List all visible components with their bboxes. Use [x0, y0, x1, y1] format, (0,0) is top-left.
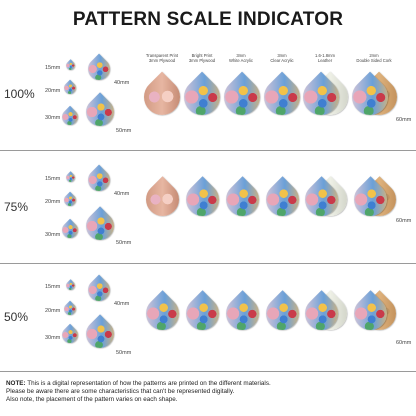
- pattern-drop-15mm: [64, 171, 77, 184]
- page-title: PATTERN SCALE INDICATOR: [72, 9, 344, 30]
- size-label-15: 15mm: [45, 65, 61, 71]
- size-label-50: 50mm: [116, 350, 132, 356]
- sample-bright-plywood: [176, 71, 228, 123]
- size-label-50: 50mm: [116, 128, 132, 134]
- size-label-40: 40mm: [114, 191, 130, 197]
- pattern-drop-15mm: [64, 279, 77, 292]
- note-line-3: Also note, the placement of the pattern …: [6, 396, 178, 403]
- size-label-30: 30mm: [45, 115, 61, 121]
- sample-transparent-plywood: [139, 290, 186, 337]
- column-header-cork: 2mm Double Sided Cork: [356, 53, 392, 63]
- sample-white-acrylic: [219, 176, 266, 223]
- pattern-drop-20mm: [61, 300, 79, 318]
- column-header-leather: 1.6-1.8mm Leather: [314, 53, 335, 63]
- sample-transparent-plywood: [136, 71, 188, 123]
- size-label-30: 30mm: [45, 232, 61, 238]
- size-label-20: 20mm: [45, 88, 61, 94]
- disclaimer-note: NOTE: This is a digital representation o…: [6, 380, 410, 404]
- size-label-15: 15mm: [45, 284, 61, 290]
- size-label-50: 50mm: [116, 240, 132, 246]
- sample-clear-acrylic: [259, 176, 306, 223]
- pattern-drop-20mm: [61, 79, 79, 97]
- pattern-drop-40mm: [83, 164, 115, 196]
- note-line-1: This is a digital representation of how …: [25, 380, 271, 387]
- size-label-20: 20mm: [45, 199, 61, 205]
- pattern-drop-50mm: [80, 314, 120, 354]
- column-header-bright-plywood: Bright Print 3mm Plywood: [188, 53, 216, 63]
- size-label-15: 15mm: [45, 176, 61, 182]
- divider-2: [0, 263, 416, 264]
- note-line-2: Please be aware there are some character…: [6, 388, 235, 395]
- size-label-20: 20mm: [45, 308, 61, 314]
- sample-white-acrylic: [219, 290, 266, 337]
- divider-1: [0, 150, 416, 151]
- column-header-clear-acrylic: 3mm Clear Acrylic: [270, 53, 294, 63]
- sample-clear-acrylic: [259, 290, 306, 337]
- sample-bright-plywood: [179, 290, 226, 337]
- divider-3: [0, 371, 416, 372]
- column-header-white-acrylic: 3mm White Acrylic: [229, 53, 253, 63]
- pattern-drop-30mm: [58, 105, 82, 129]
- pattern-drop-20mm: [61, 191, 79, 209]
- column-header-transparent-plywood: Transparent Print 3mm Plywood: [145, 53, 179, 63]
- row-label-75: 75%: [4, 200, 29, 214]
- pattern-drop-30mm: [58, 323, 82, 347]
- pattern-drop-40mm: [83, 274, 115, 306]
- row-label-100: 100%: [4, 87, 35, 101]
- size-label-60: 60mm: [396, 218, 412, 224]
- sample-clear-acrylic: [256, 71, 308, 123]
- sample-cork-front: [344, 71, 396, 123]
- sample-bright-plywood: [179, 176, 226, 223]
- pattern-drop-50mm: [80, 206, 120, 246]
- size-label-30: 30mm: [45, 335, 61, 341]
- size-label-40: 40mm: [114, 80, 130, 86]
- size-label-60: 60mm: [396, 340, 412, 346]
- pattern-drop-15mm: [64, 59, 77, 72]
- note-lead: NOTE:: [6, 380, 26, 387]
- size-label-40: 40mm: [114, 301, 130, 307]
- sample-transparent-plywood: [139, 176, 186, 223]
- sample-leather-front: [295, 71, 347, 123]
- row-label-50: 50%: [4, 310, 29, 324]
- size-label-60: 60mm: [396, 117, 412, 123]
- sample-white-acrylic: [216, 71, 268, 123]
- pattern-drop-50mm: [80, 92, 120, 132]
- pattern-drop-30mm: [58, 218, 82, 242]
- pattern-drop-40mm: [83, 53, 115, 85]
